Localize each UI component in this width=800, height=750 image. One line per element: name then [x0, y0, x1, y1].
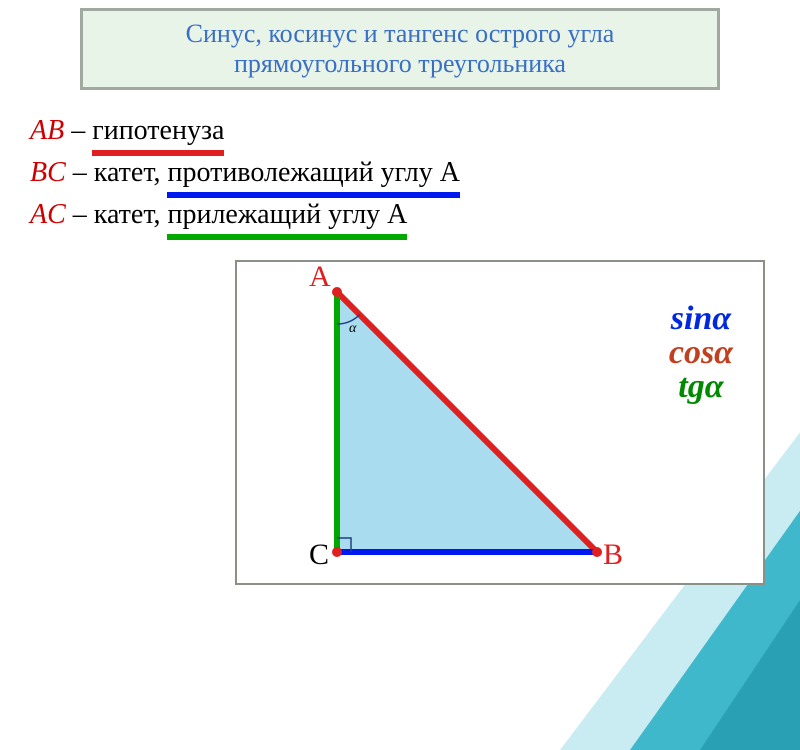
side-bc: BC: [30, 157, 66, 188]
def-adjacent: прилежащий углу А: [167, 194, 407, 236]
vertex-c-label: С: [309, 538, 329, 572]
tg-label: tgα: [669, 370, 733, 404]
def-hypotenuse: гипотенуза: [92, 110, 224, 152]
cos-label: cosα: [669, 336, 733, 370]
diagram-frame: α А С В sinα cosα tgα: [235, 260, 765, 585]
trig-labels: sinα cosα tgα: [669, 302, 733, 404]
side-ac: AC: [30, 199, 66, 230]
title-line-1: Синус, косинус и тангенс острого угла: [103, 19, 697, 49]
vertex-a-label: А: [309, 260, 331, 294]
definitions: AB – гипотенуза BC – катет, противолежащ…: [30, 110, 460, 236]
vertex-b-label: В: [603, 538, 623, 572]
def-bc: BC – катет, противолежащий углу А: [30, 152, 460, 194]
def-opposite: противолежащий углу А: [167, 152, 459, 194]
title-line-2: прямоугольного треугольника: [103, 49, 697, 79]
def-ac: AC – катет, прилежащий углу А: [30, 194, 460, 236]
title-box: Синус, косинус и тангенс острого угла пр…: [80, 8, 720, 90]
side-ab: AB: [30, 115, 64, 146]
svg-text:α: α: [349, 321, 357, 336]
sin-label: sinα: [669, 302, 733, 336]
def-ab: AB – гипотенуза: [30, 110, 460, 152]
